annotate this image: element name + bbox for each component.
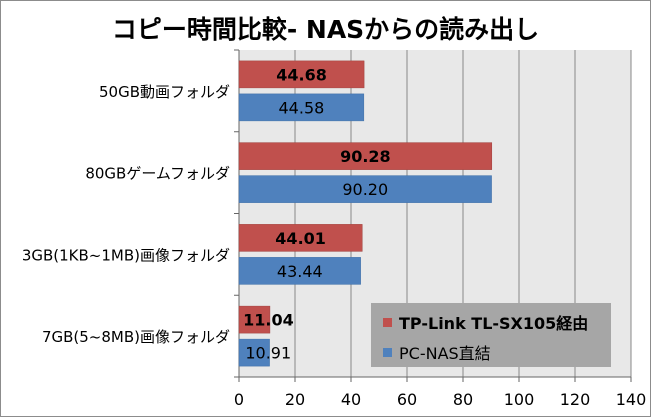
chart-title: コピー時間比較- NASからの読み出し <box>111 15 540 44</box>
legend-box <box>371 303 611 367</box>
y-category-label: 80GBゲームフォルダ <box>85 165 230 183</box>
x-tick-label: 140 <box>616 390 647 409</box>
legend-swatch <box>383 348 392 357</box>
data-label: 11.04 <box>243 311 294 330</box>
x-tick-label: 80 <box>453 390 473 409</box>
data-label: 43.44 <box>277 262 323 281</box>
data-label: 44.01 <box>275 229 326 248</box>
x-tick-label: 60 <box>397 390 417 409</box>
x-tick-label: 20 <box>285 390 305 409</box>
x-tick-label: 0 <box>234 390 244 409</box>
x-tick-label: 40 <box>341 390 361 409</box>
x-tick-label: 100 <box>504 390 535 409</box>
y-category-label: 50GB動画フォルダ <box>99 83 230 101</box>
legend-label: TP-Link TL-SX105経由 <box>399 314 588 333</box>
bar <box>238 305 271 334</box>
y-category-label: 3GB(1KB~1MB)画像フォルダ <box>22 246 230 264</box>
bar <box>238 257 361 285</box>
bar <box>238 142 493 170</box>
data-label: 44.58 <box>279 98 325 117</box>
data-label: 44.68 <box>276 65 327 84</box>
y-category-label: 7GB(5~8MB)画像フォルダ <box>42 328 230 346</box>
bar <box>238 60 365 89</box>
bar <box>238 224 363 252</box>
data-label: 90.28 <box>340 147 391 166</box>
data-label: 90.20 <box>342 180 388 199</box>
bar <box>238 93 365 122</box>
bar <box>238 175 492 203</box>
legend-swatch <box>383 318 392 327</box>
x-tick-label: 120 <box>560 390 591 409</box>
bar <box>238 338 270 367</box>
data-label: 10.91 <box>245 344 291 363</box>
legend-label: PC-NAS直結 <box>399 344 491 363</box>
